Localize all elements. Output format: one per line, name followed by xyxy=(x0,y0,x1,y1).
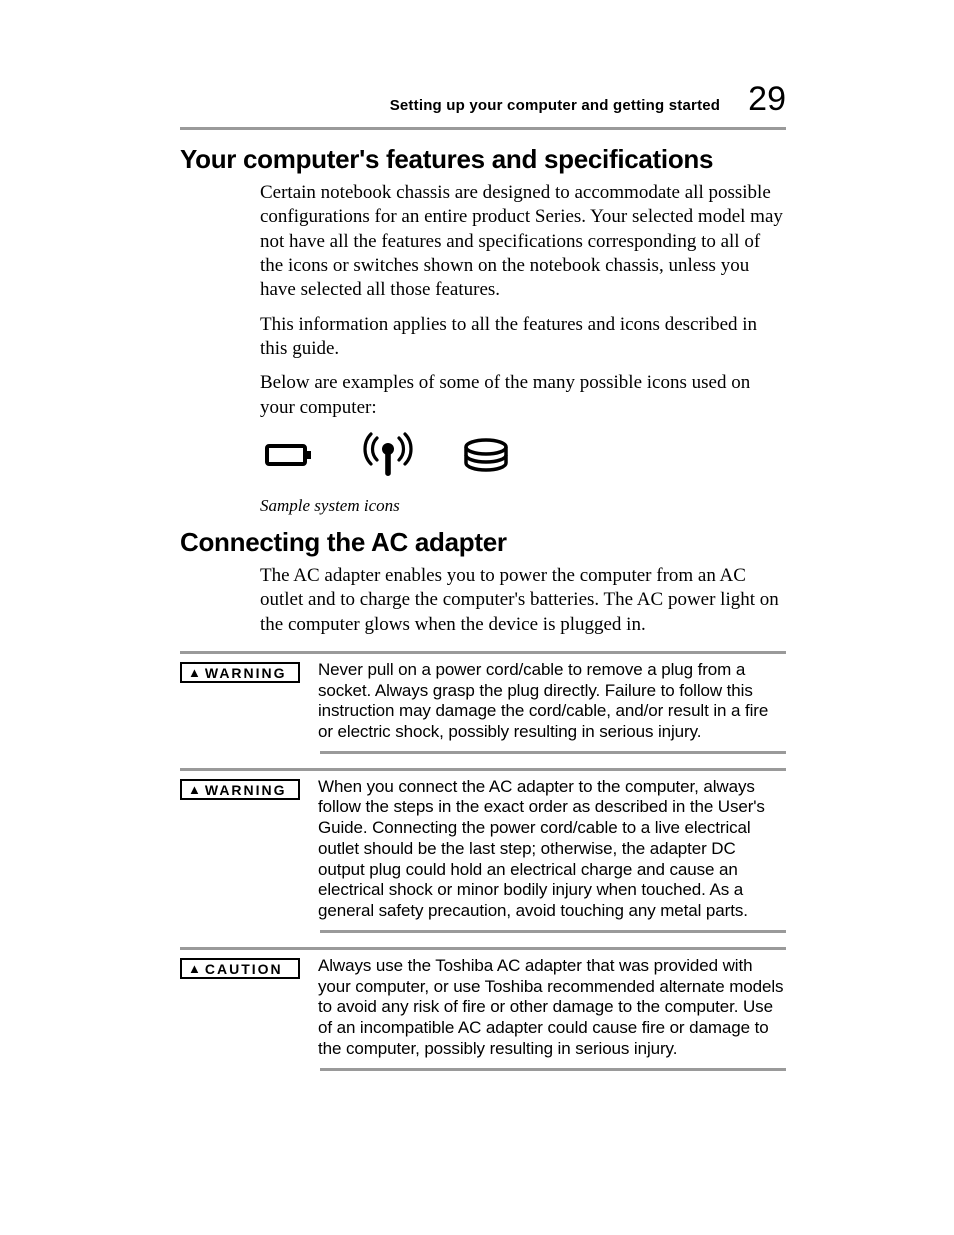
badge-label: WARNING xyxy=(205,665,287,681)
callout-text: Always use the Toshiba AC adapter that w… xyxy=(318,956,786,1060)
paragraph: Certain notebook chassis are designed to… xyxy=(260,181,786,303)
caution-badge: ▲ CAUTION xyxy=(180,958,300,979)
warning-callout: ▲ WARNING Never pull on a power cord/cab… xyxy=(180,654,786,751)
warning-badge: ▲ WARNING xyxy=(180,779,300,800)
header-rule xyxy=(180,127,786,130)
section-body-features: Certain notebook chassis are designed to… xyxy=(260,181,786,517)
callout-text: When you connect the AC adapter to the c… xyxy=(318,777,786,922)
badge-label: CAUTION xyxy=(205,961,283,977)
alert-triangle-icon: ▲ xyxy=(188,665,201,680)
callout-rule xyxy=(320,1068,786,1071)
section-heading-ac-adapter: Connecting the AC adapter xyxy=(180,527,786,558)
paragraph: Below are examples of some of the many p… xyxy=(260,371,786,420)
disk-stack-icon xyxy=(462,437,510,480)
page-number: 29 xyxy=(748,80,786,119)
badge-label: WARNING xyxy=(205,782,287,798)
callout-text: Never pull on a power cord/cable to remo… xyxy=(318,660,786,743)
battery-icon xyxy=(264,440,314,477)
manual-page: Setting up your computer and getting sta… xyxy=(0,0,954,1235)
alert-triangle-icon: ▲ xyxy=(188,961,201,976)
warning-badge: ▲ WARNING xyxy=(180,662,300,683)
wireless-antenna-icon xyxy=(360,430,416,487)
section-heading-features: Your computer's features and specificati… xyxy=(180,144,786,175)
system-icons-row xyxy=(260,430,786,487)
caution-callout: ▲ CAUTION Always use the Toshiba AC adap… xyxy=(180,950,786,1068)
section-body-ac-adapter: The AC adapter enables you to power the … xyxy=(260,564,786,637)
running-header: Setting up your computer and getting sta… xyxy=(180,80,786,119)
paragraph: The AC adapter enables you to power the … xyxy=(260,564,786,637)
callouts: ▲ WARNING Never pull on a power cord/cab… xyxy=(180,651,786,1071)
chapter-title: Setting up your computer and getting sta… xyxy=(390,97,720,114)
warning-callout: ▲ WARNING When you connect the AC adapte… xyxy=(180,771,786,930)
alert-triangle-icon: ▲ xyxy=(188,782,201,797)
paragraph: This information applies to all the feat… xyxy=(260,313,786,362)
icons-caption: Sample system icons xyxy=(260,495,786,517)
